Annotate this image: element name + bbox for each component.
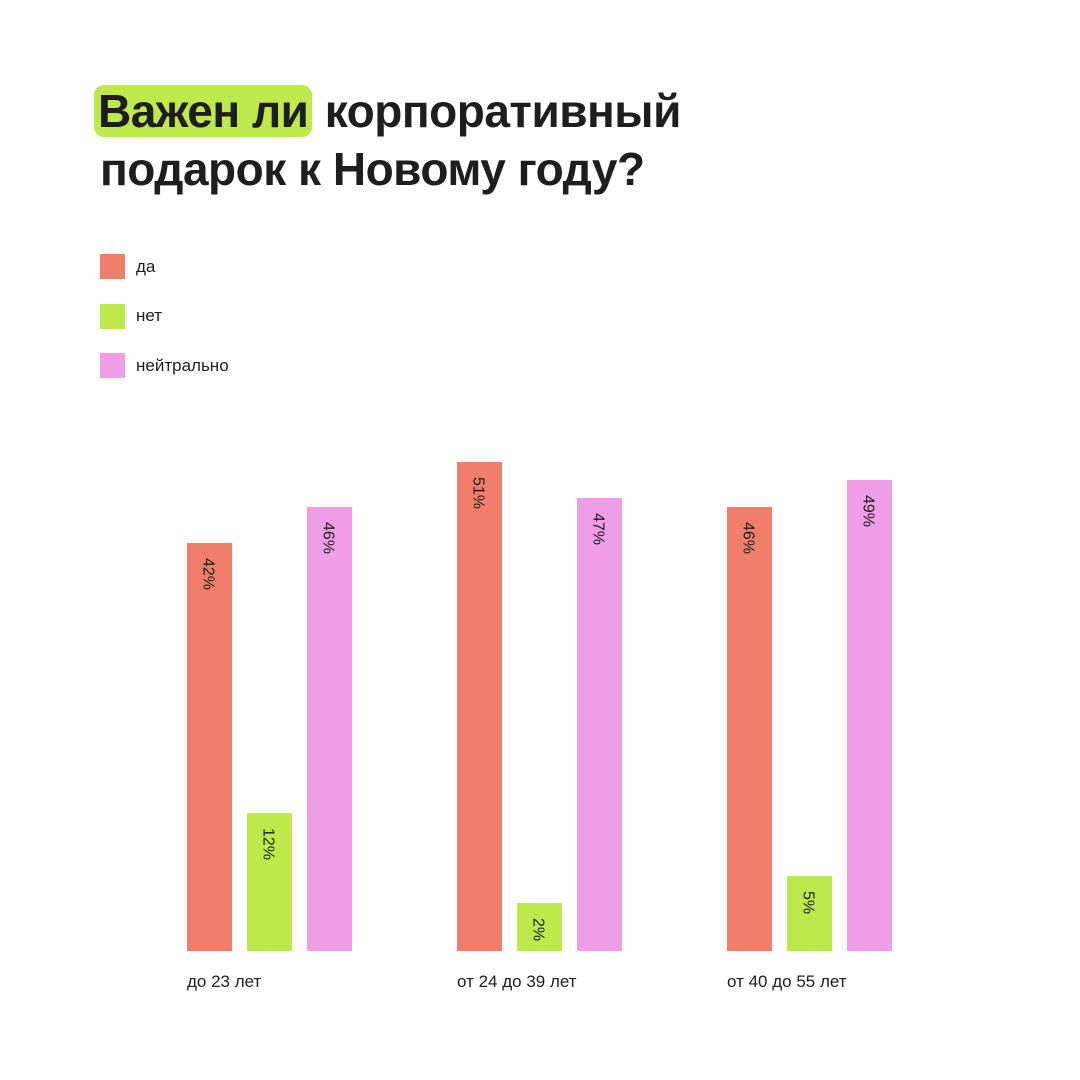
x-tick-label: от 24 до 39 лет	[457, 972, 577, 991]
title-line1-rest: корпоративный	[324, 85, 682, 137]
bar	[787, 876, 832, 951]
x-tick-label: от 40 до 55 лет	[727, 972, 847, 991]
data-label: 12%	[260, 828, 277, 860]
legend-swatch	[100, 254, 125, 279]
bar	[457, 462, 502, 951]
bar	[577, 498, 622, 951]
data-label: 42%	[200, 558, 217, 590]
bar	[307, 507, 352, 951]
data-label: 49%	[860, 495, 877, 527]
data-label: 46%	[320, 522, 337, 554]
data-label: 47%	[590, 513, 607, 545]
data-label: 2%	[530, 918, 547, 941]
legend-item-yes: да	[100, 254, 229, 279]
legend-label: да	[136, 256, 156, 276]
data-label: 5%	[800, 891, 817, 914]
chart-title: Важен ли корпоративный подарок к Новому г…	[94, 82, 682, 198]
title-highlight: Важен ли	[94, 85, 313, 137]
bar	[847, 480, 892, 951]
x-tick-label: до 23 лет	[187, 972, 262, 991]
data-label: 51%	[470, 477, 487, 509]
legend-swatch	[100, 353, 125, 378]
legend-label: нейтрально	[136, 355, 229, 375]
legend-swatch	[100, 303, 125, 329]
legend-label: нет	[136, 306, 163, 325]
legend-item-neutral: нейтрально	[100, 353, 229, 378]
bar	[187, 543, 232, 951]
bar	[517, 903, 562, 951]
bar	[727, 507, 772, 951]
title-line2: подарок к Новому году?	[100, 143, 645, 195]
legend: да нет нейтрально	[100, 254, 229, 403]
bar	[247, 813, 292, 951]
data-label: 46%	[740, 522, 757, 554]
legend-item-no: нет	[100, 303, 229, 329]
